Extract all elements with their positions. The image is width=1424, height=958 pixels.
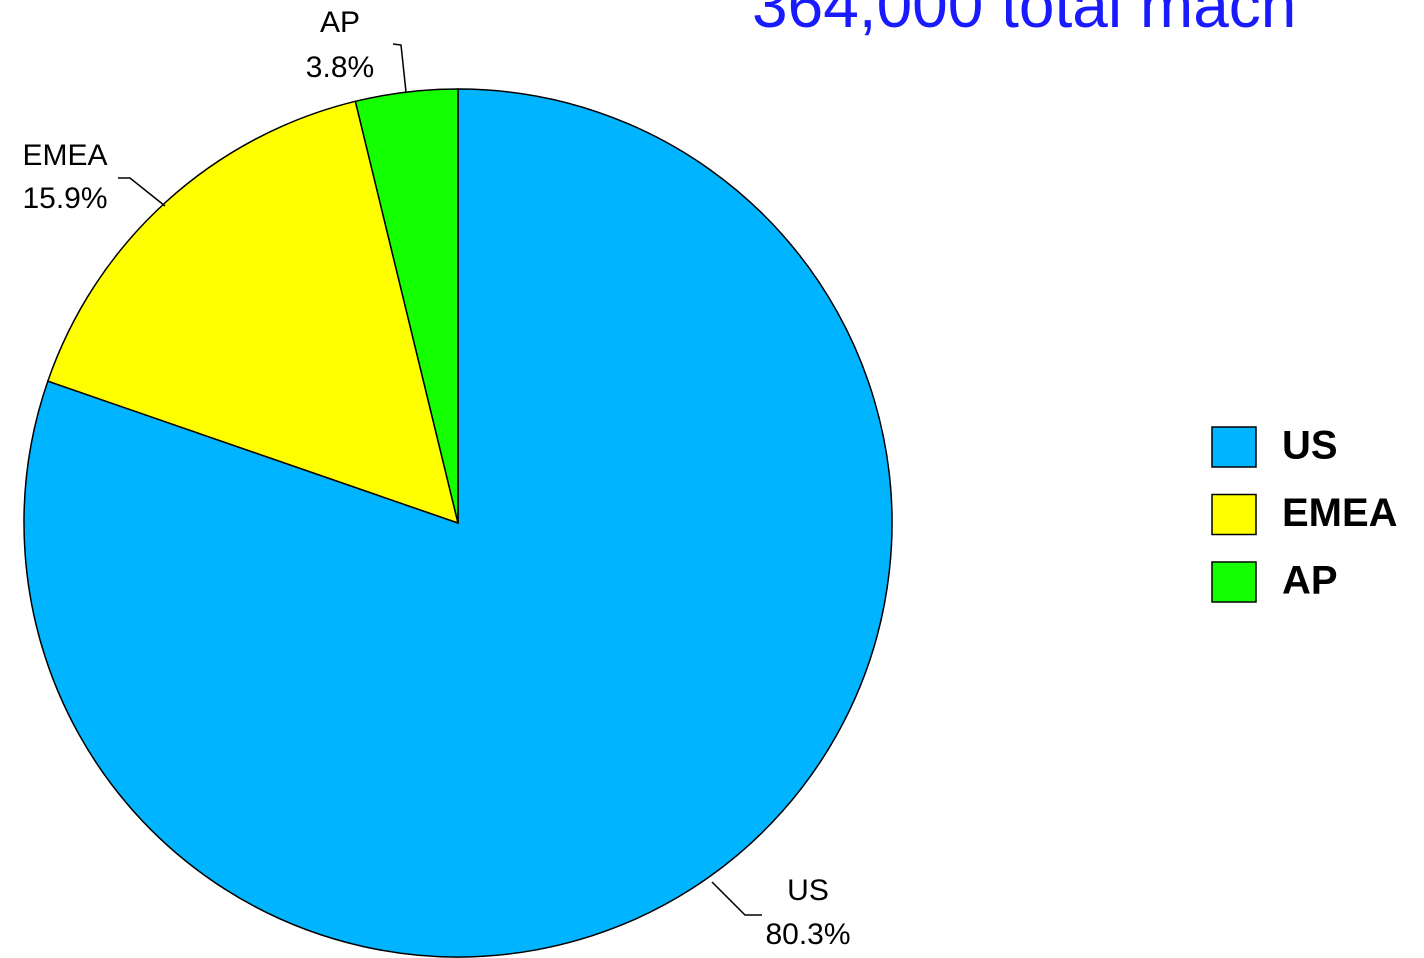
legend-swatch (1211, 493, 1257, 536)
legend-label: EMEA (1282, 491, 1398, 535)
leader-line (711, 881, 762, 916)
legend-swatch (1211, 561, 1257, 603)
legend-label: AP (1282, 559, 1338, 603)
leader-line (392, 43, 407, 93)
slice-label: EMEA (22, 139, 107, 172)
pie-slice (46, 100, 460, 525)
legend-swatch (1211, 426, 1257, 468)
leader-line (118, 177, 166, 207)
slice-value: 80.3% (765, 918, 850, 951)
legend-label: US (1282, 424, 1338, 468)
slice-value: 3.8% (306, 51, 374, 84)
slice-value: 15.9% (22, 182, 107, 215)
slice-label: US (787, 874, 829, 907)
chart-title: 364,000 total mach (752, 0, 1296, 41)
pie-slice (354, 88, 459, 524)
slice-label: AP (320, 6, 360, 39)
